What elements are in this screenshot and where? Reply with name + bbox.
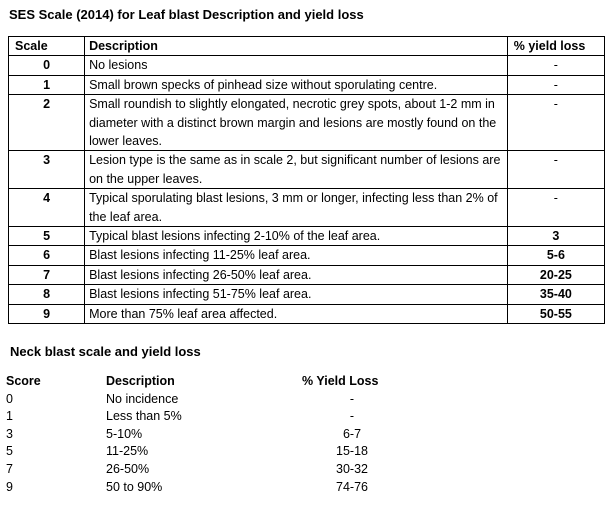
yield-cell: 15-18 — [336, 444, 368, 459]
score-cell: 1 — [6, 409, 13, 424]
scale-cell: 9 — [7, 303, 86, 325]
description-cell: No lesions — [84, 55, 508, 76]
table-row: 6 Blast lesions infecting 11-25% leaf ar… — [7, 245, 606, 266]
description-cell: Lesion type is the same as in scale 2, b… — [84, 150, 508, 190]
description-cell: Blast lesions infecting 11-25% leaf area… — [84, 245, 508, 266]
scale-cell: 1 — [7, 74, 86, 96]
ses-header-scale: Scale — [7, 35, 86, 57]
neck-header-description: Description — [106, 374, 175, 388]
description-cell: 5-10% — [106, 426, 143, 441]
scale-cell: 7 — [7, 264, 86, 286]
table-row: 7 Blast lesions infecting 26-50% leaf ar… — [7, 264, 606, 286]
description-cell: Typical blast lesions infecting 2-10% of… — [84, 226, 508, 247]
description-cell: No incidence — [106, 391, 179, 406]
yield-cell: 30-32 — [336, 461, 368, 476]
neck-blast-table: Score Description % Yield Loss 0 No inci… — [6, 373, 402, 496]
yield-cell: - — [506, 74, 606, 96]
table-row: 1 Less than 5% - — [6, 408, 402, 426]
yield-cell: - — [506, 188, 606, 228]
description-cell: Small brown specks of pinhead size witho… — [84, 74, 508, 96]
table-row: 5 11-25% 15-18 — [6, 443, 402, 461]
neck-table-title: Neck blast scale and yield loss — [10, 344, 201, 359]
scale-cell: 5 — [7, 226, 86, 247]
yield-cell: - — [349, 391, 355, 406]
description-cell: 11-25% — [106, 444, 149, 459]
table-row: 4 Typical sporulating blast lesions, 3 m… — [7, 188, 606, 228]
score-cell: 9 — [6, 479, 13, 494]
table-row: 7 26-50% 30-32 — [6, 461, 402, 479]
scale-cell: 6 — [7, 245, 86, 266]
description-cell: Blast lesions infecting 51-75% leaf area… — [84, 284, 508, 305]
yield-cell: 35-40 — [506, 284, 606, 305]
table-row: 1 Small brown specks of pinhead size wit… — [7, 74, 606, 96]
description-cell: Typical sporulating blast lesions, 3 mm … — [84, 188, 508, 228]
yield-cell: - — [506, 55, 606, 76]
ses-leaf-blast-table: Scale Description % yield loss 0 No lesi… — [7, 35, 606, 325]
scale-cell: 4 — [7, 188, 86, 228]
description-cell: 26-50% — [106, 461, 150, 476]
yield-cell: - — [349, 409, 355, 424]
table-row: 5 Typical blast lesions infecting 2-10% … — [7, 226, 606, 247]
score-cell: 5 — [6, 444, 13, 459]
neck-header-row: Score Description % Yield Loss — [6, 373, 402, 391]
neck-header-score: Score — [6, 374, 41, 388]
score-cell: 3 — [6, 426, 13, 441]
scale-cell: 2 — [7, 94, 86, 152]
table-row: 9 50 to 90% 74-76 — [6, 479, 402, 497]
neck-header-yield: % Yield Loss — [302, 374, 379, 388]
yield-cell: - — [506, 150, 606, 190]
description-cell: Less than 5% — [106, 409, 182, 424]
yield-cell: 50-55 — [506, 303, 606, 325]
table-row: 0 No incidence - — [6, 391, 402, 409]
description-cell: More than 75% leaf area affected. — [84, 303, 508, 325]
table-row: 2 Small roundish to slightly elongated, … — [7, 94, 606, 152]
ses-header-row: Scale Description % yield loss — [7, 35, 606, 57]
yield-cell: - — [506, 94, 606, 152]
ses-header-yield: % yield loss — [506, 35, 606, 57]
table-row: 9 More than 75% leaf area affected. 50-5… — [7, 303, 606, 325]
table-row: 3 Lesion type is the same as in scale 2,… — [7, 150, 606, 190]
score-cell: 7 — [6, 461, 13, 476]
description-cell: Small roundish to slightly elongated, ne… — [84, 94, 508, 152]
scale-cell: 0 — [7, 55, 86, 76]
scale-cell: 8 — [7, 284, 86, 305]
yield-cell: 6-7 — [342, 426, 362, 441]
yield-cell: 5-6 — [506, 245, 606, 266]
description-cell: 50 to 90% — [106, 479, 163, 494]
table-row: 3 5-10% 6-7 — [6, 426, 402, 444]
yield-cell: 20-25 — [506, 264, 606, 286]
yield-cell: 74-76 — [336, 479, 368, 494]
table-row: 0 No lesions - — [7, 55, 606, 76]
table-row: 8 Blast lesions infecting 51-75% leaf ar… — [7, 284, 606, 305]
ses-table-title: SES Scale (2014) for Leaf blast Descript… — [9, 7, 364, 22]
ses-header-description: Description — [84, 35, 508, 57]
score-cell: 0 — [6, 391, 13, 406]
scale-cell: 3 — [7, 150, 86, 190]
description-cell: Blast lesions infecting 26-50% leaf area… — [84, 264, 508, 286]
yield-cell: 3 — [506, 226, 606, 247]
